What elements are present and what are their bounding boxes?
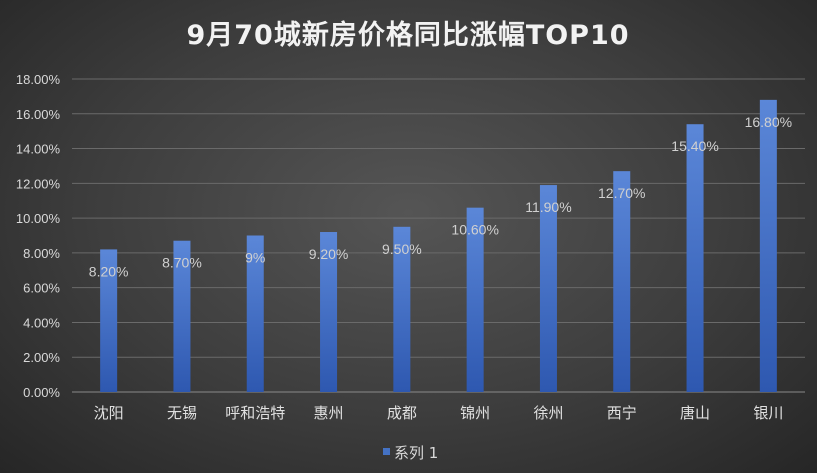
gridlines xyxy=(72,78,805,393)
data-label: 8.70% xyxy=(162,255,202,271)
y-tick-label: 4.00% xyxy=(23,315,60,330)
bar[interactable] xyxy=(539,185,557,392)
x-tick-label: 沈阳 xyxy=(94,404,124,422)
x-tick-label: 徐州 xyxy=(533,404,563,422)
bars xyxy=(100,99,777,393)
data-label: 9% xyxy=(245,250,265,266)
data-label: 15.40% xyxy=(671,138,718,154)
y-tick-label: 2.00% xyxy=(23,350,60,365)
bar[interactable] xyxy=(686,124,704,392)
legend[interactable]: 系列 1 xyxy=(383,444,438,462)
y-axis-ticks: 0.00% 2.00% 4.00% 6.00% 8.00% 10.00% 12.00% 14.… xyxy=(16,72,61,400)
chart-title: 9月70城新房价格同比涨幅TOP10 xyxy=(186,19,629,51)
y-tick-label: 12.00% xyxy=(16,176,61,191)
data-label: 9.20% xyxy=(309,246,349,262)
x-tick-label: 惠州 xyxy=(314,404,344,422)
x-tick-label: 无锡 xyxy=(167,404,197,422)
y-tick-label: 0.00% xyxy=(23,385,60,400)
x-tick-label: 呼和浩特 xyxy=(225,404,285,422)
bar[interactable] xyxy=(759,99,777,392)
bar[interactable] xyxy=(320,232,338,392)
y-tick-label: 10.00% xyxy=(16,211,61,226)
data-label: 11.90% xyxy=(525,199,571,215)
x-tick-label: 西宁 xyxy=(607,404,637,422)
x-tick-label: 成都 xyxy=(387,404,417,422)
bar[interactable] xyxy=(246,235,264,393)
x-tick-label: 锦州 xyxy=(460,404,490,422)
bar[interactable] xyxy=(613,171,631,392)
bar[interactable] xyxy=(100,249,118,392)
data-label: 16.80% xyxy=(745,114,792,130)
y-tick-label: 14.00% xyxy=(16,142,61,157)
data-labels: 8.20% 8.70% 9% 9.20% 9.50% 10.60% 11.90% 12.70%… xyxy=(89,114,792,280)
data-label: 10.60% xyxy=(451,222,498,238)
data-label: 9.50% xyxy=(382,241,422,257)
y-tick-label: 6.00% xyxy=(23,281,60,296)
legend-label: 系列 1 xyxy=(394,444,438,462)
x-tick-label: 唐山 xyxy=(680,404,710,422)
data-label: 12.70% xyxy=(598,185,645,201)
x-axis-ticks: 沈阳 无锡 呼和浩特 惠州 成都 锦州 徐州 西宁 唐山 银川 xyxy=(94,404,784,422)
y-tick-label: 16.00% xyxy=(16,107,61,122)
x-tick-label: 银川 xyxy=(753,404,783,422)
legend-marker xyxy=(383,448,390,455)
y-tick-label: 18.00% xyxy=(16,72,61,87)
bar[interactable] xyxy=(393,226,411,392)
data-label: 8.20% xyxy=(89,263,129,279)
bar[interactable] xyxy=(466,207,484,392)
y-tick-label: 8.00% xyxy=(23,246,60,261)
bar[interactable] xyxy=(173,240,191,392)
